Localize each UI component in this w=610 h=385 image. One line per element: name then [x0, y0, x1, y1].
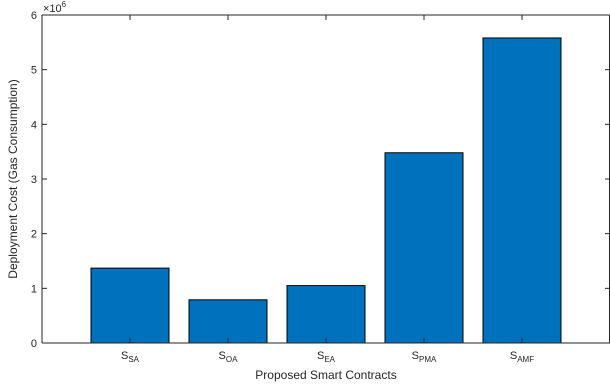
bars-group [90, 37, 562, 344]
y-tick-label: 6 [31, 10, 37, 22]
y-tick-label: 5 [31, 65, 37, 77]
x-tick-label-pma: SPMA [412, 350, 437, 364]
y-ticks-group: 0 1 2 3 4 5 6 [31, 10, 610, 350]
x-tick-label-oa: SOA [219, 350, 239, 364]
bar-amf [482, 37, 562, 344]
x-tick-label-sa: SSA [121, 350, 140, 364]
y-tick-label: 0 [31, 338, 37, 350]
bar-oa [188, 299, 268, 344]
y-tick-label: 4 [31, 119, 37, 131]
y-tick-label: 2 [31, 229, 37, 241]
x-axis-label: Proposed Smart Contracts [255, 368, 396, 382]
x-ticks-group: SSA SOA SEA SPMA SAMF [121, 15, 534, 364]
y-exponent-label: ×106 [43, 0, 67, 15]
y-tick-label: 1 [31, 283, 37, 295]
bar-ea [286, 285, 366, 344]
y-axis-label: Deployment Cost (Gas Consumption) [6, 79, 20, 278]
x-tick-label-ea: SEA [317, 350, 336, 364]
x-tick-label-amf: SAMF [510, 350, 534, 364]
bar-pma [384, 152, 464, 344]
y-tick-label: 3 [31, 174, 37, 186]
bar-sa [90, 267, 170, 344]
